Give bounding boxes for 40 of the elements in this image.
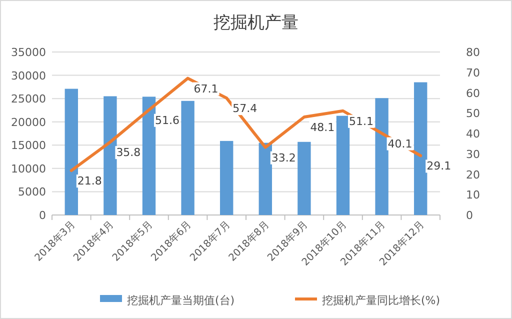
y-tick-label: 30000 <box>11 69 46 82</box>
bar <box>336 116 350 215</box>
data-label: 57.4 <box>232 102 258 116</box>
data-label: 51.6 <box>155 114 180 127</box>
y2-tick-label: 20 <box>466 168 480 182</box>
y-tick-label: 10000 <box>11 162 46 176</box>
y-tick-label: 15000 <box>11 139 46 152</box>
y-tick-label: 20000 <box>11 116 46 129</box>
bar <box>220 140 234 215</box>
data-label: 51.1 <box>349 114 374 128</box>
y2-tick-label: 0 <box>466 209 473 222</box>
y-tick-label: 25000 <box>11 92 46 106</box>
data-label: 48.1 <box>310 120 335 134</box>
y2-tick-label: 50 <box>466 107 480 120</box>
bar <box>142 96 156 215</box>
bar <box>64 88 78 215</box>
bar <box>375 98 388 215</box>
y-tick-label: 0 <box>39 209 46 222</box>
y-tick-label: 35000 <box>11 46 46 59</box>
data-label: 40.1 <box>388 137 412 150</box>
y2-tick-label: 80 <box>466 46 480 59</box>
data-label: 33.2 <box>271 151 296 164</box>
y2-tick-label: 40 <box>466 128 480 140</box>
bar <box>414 82 428 215</box>
bar <box>298 142 311 215</box>
bar <box>181 100 194 215</box>
data-label: 35.8 <box>116 146 141 160</box>
y-tick-label: 5000 <box>18 186 46 199</box>
legend-label: 挖掘机产量当期值(台) <box>127 294 235 307</box>
y2-tick-label: 30 <box>466 148 480 161</box>
data-label: 21.8 <box>77 174 102 188</box>
y2-tick-label: 70 <box>466 66 480 80</box>
legend-label: 挖掘机产量同比增长(%) <box>322 294 440 307</box>
y2-tick-label: 60 <box>466 86 480 100</box>
bar <box>258 142 272 215</box>
bar <box>104 96 117 215</box>
data-label: 29.1 <box>426 160 452 173</box>
y2-tick-label: 10 <box>466 188 480 202</box>
data-label: 67.1 <box>194 82 218 96</box>
chart-title: 挖掘机产量 <box>214 13 298 33</box>
